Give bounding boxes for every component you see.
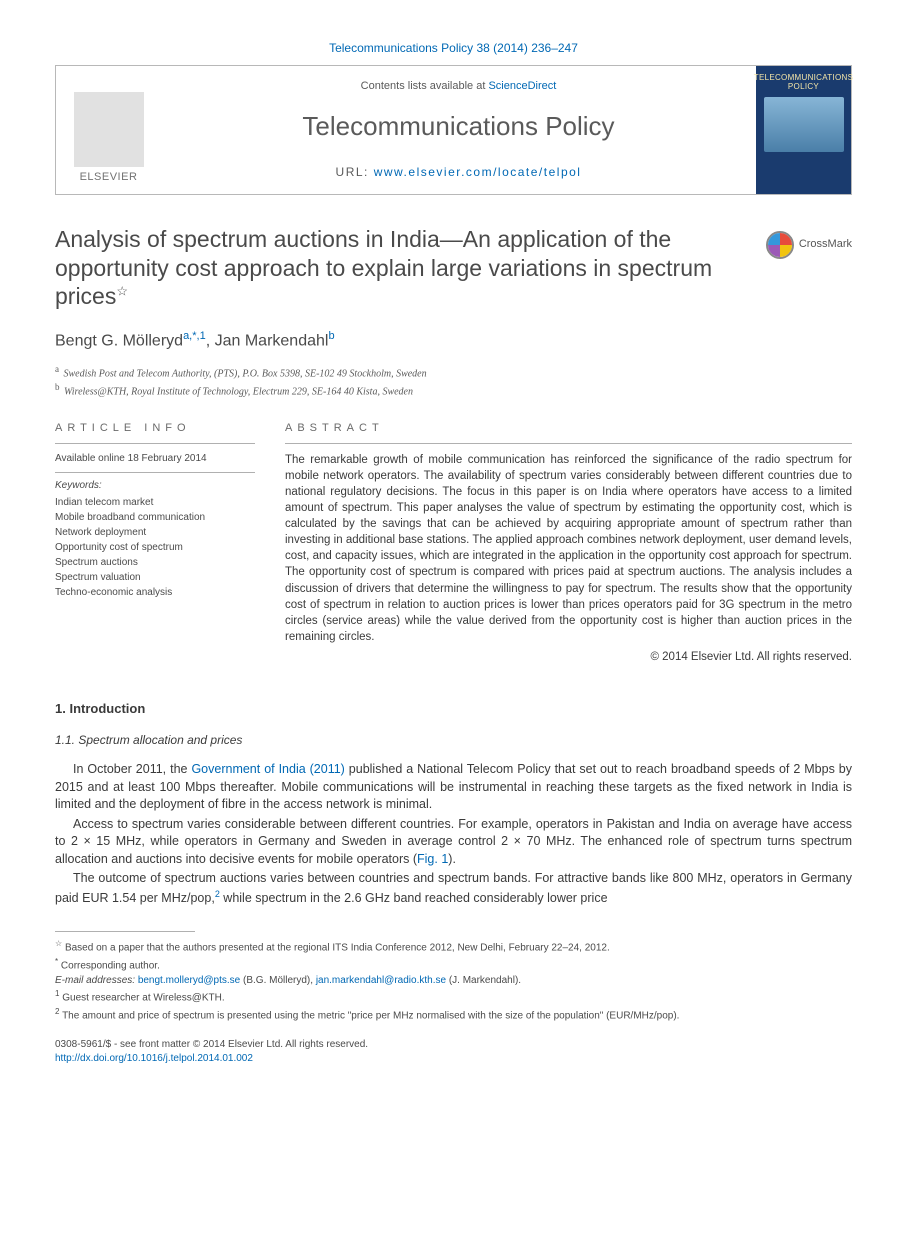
url-label: URL: [336,165,374,179]
gov-india-link[interactable]: Government of India (2011) [191,762,344,776]
header-center: Contents lists available at ScienceDirec… [161,66,756,194]
email-1-link[interactable]: bengt.molleryd@pts.se [138,975,240,986]
email-2-link[interactable]: jan.markendahl@radio.kth.se [316,975,446,986]
keywords-list: Indian telecom market Mobile broadband c… [55,495,255,600]
abstract-copyright: © 2014 Elsevier Ltd. All rights reserved… [285,649,852,665]
section-1-1-heading: 1.1. Spectrum allocation and prices [55,732,852,749]
keyword: Mobile broadband communication [55,510,255,525]
keyword: Network deployment [55,525,255,540]
bottom-block: 0308-5961/$ - see front matter © 2014 El… [55,1038,852,1066]
keywords-label: Keywords: [55,479,255,493]
body-paragraph-2: Access to spectrum varies considerable b… [55,816,852,869]
journal-name: Telecommunications Policy [161,108,756,144]
info-abstract-row: ARTICLE INFO Available online 18 Februar… [55,421,852,665]
footnote-star: ☆ Based on a paper that the authors pres… [55,938,852,956]
title-footnote-symbol: ☆ [116,284,128,299]
email-1-name: (B.G. Mölleryd), [240,975,316,986]
journal-url-link[interactable]: www.elsevier.com/locate/telpol [374,165,582,179]
author-1-sup: a,*,1 [183,330,206,342]
affiliations: a Swedish Post and Telecom Authority, (P… [55,363,852,400]
affiliation-a: Swedish Post and Telecom Authority, (PTS… [64,368,427,379]
footnote-emails: E-mail addresses: bengt.molleryd@pts.se … [55,974,852,989]
footnote-2-text: The amount and price of spectrum is pres… [62,1010,679,1021]
body-paragraph-1: In October 2011, the Government of India… [55,761,852,814]
keyword: Spectrum valuation [55,570,255,585]
p2-b: ). [448,852,456,866]
paper-title: Analysis of spectrum auctions in India—A… [55,225,736,311]
abstract-label: ABSTRACT [285,421,852,443]
body-paragraph-3: The outcome of spectrum auctions varies … [55,870,852,907]
footnotes-block: ☆ Based on a paper that the authors pres… [55,938,852,1024]
author-2-name: Jan Markendahl [215,332,329,349]
keyword: Techno-economic analysis [55,585,255,600]
p3-b: while spectrum in the 2.6 GHz band reach… [220,891,608,905]
publisher-name: ELSEVIER [80,170,138,185]
footnote-1-text: Guest researcher at Wireless@KTH. [62,993,224,1004]
crossmark-label: CrossMark [799,237,852,252]
journal-url-line: URL: www.elsevier.com/locate/telpol [161,164,756,181]
publisher-logo-block: ELSEVIER [56,66,161,194]
footnote-star-text: Based on a paper that the authors presen… [65,943,610,954]
abstract-text: The remarkable growth of mobile communic… [285,452,852,645]
article-info-label: ARTICLE INFO [55,421,255,443]
keyword: Opportunity cost of spectrum [55,540,255,555]
footnote-corresponding: * Corresponding author. [55,956,852,974]
cover-image [764,97,844,152]
footnote-separator [55,931,195,932]
author-2-sup: b [328,330,334,342]
journal-header: ELSEVIER Contents lists available at Sci… [55,65,852,195]
crossmark-icon [766,231,794,259]
doi-link[interactable]: http://dx.doi.org/10.1016/j.telpol.2014.… [55,1053,253,1064]
journal-citation: Telecommunications Policy 38 (2014) 236–… [55,40,852,57]
crossmark-badge[interactable]: CrossMark [766,231,852,259]
sciencedirect-link[interactable]: ScienceDirect [488,80,556,92]
author-1-name: Bengt G. Mölleryd [55,332,183,349]
authors-line: Bengt G. Mölleryda,*,1, Jan Markendahlb [55,329,852,353]
article-info-col: ARTICLE INFO Available online 18 Februar… [55,421,255,665]
contents-prefix: Contents lists available at [361,80,489,92]
contents-line: Contents lists available at ScienceDirec… [161,79,756,94]
section-1-heading: 1. Introduction [55,700,852,718]
email-2-name: (J. Markendahl). [446,975,521,986]
email-label: E-mail addresses: [55,975,138,986]
p1-a: In October 2011, the [73,762,191,776]
keyword: Spectrum auctions [55,555,255,570]
online-date: Available online 18 February 2014 [55,452,255,473]
title-text: Analysis of spectrum auctions in India—A… [55,226,712,310]
issn-line: 0308-5961/$ - see front matter © 2014 El… [55,1038,852,1052]
abstract-col: ABSTRACT The remarkable growth of mobile… [285,421,852,665]
footnote-2: 2 The amount and price of spectrum is pr… [55,1006,852,1024]
cover-title: TELECOMMUNICATIONS POLICY [754,74,853,92]
keyword: Indian telecom market [55,495,255,510]
elsevier-tree-icon [74,92,144,167]
affiliation-b: Wireless@KTH, Royal Institute of Technol… [64,386,413,397]
corresponding-label: Corresponding author. [61,960,160,971]
journal-cover: TELECOMMUNICATIONS POLICY [756,66,851,194]
footnote-1: 1 Guest researcher at Wireless@KTH. [55,988,852,1006]
fig1-link[interactable]: Fig. 1 [417,852,448,866]
